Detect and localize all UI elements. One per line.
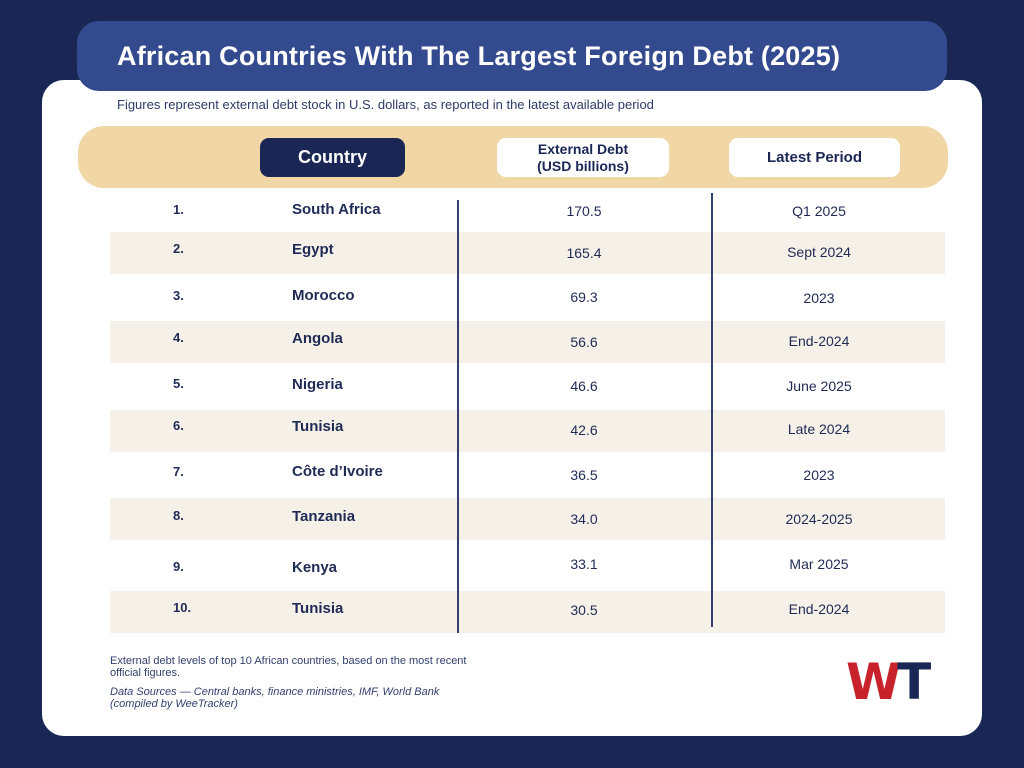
row-period-value: Late 2024 bbox=[787, 421, 851, 437]
row-debt-value: 46.6 bbox=[570, 378, 598, 394]
row-country: Tunisia bbox=[292, 600, 344, 617]
table-row: 4. Angola 56.6 End-2024 bbox=[110, 321, 945, 363]
row-rank: 5. bbox=[173, 376, 184, 391]
row-debt-value: 34.0 bbox=[570, 511, 598, 527]
row-period-value: End-2024 bbox=[788, 601, 850, 617]
row-rank: 1. bbox=[173, 202, 184, 217]
row-debt-value: 165.4 bbox=[566, 245, 602, 261]
row-rank: 4. bbox=[173, 330, 184, 345]
row-period-value: Q1 2025 bbox=[792, 203, 846, 219]
subtitle: Figures represent external debt stock in… bbox=[117, 97, 654, 112]
logo-letter-t: T bbox=[897, 653, 931, 711]
row-rank: 9. bbox=[173, 559, 184, 574]
row-debt-value: 36.5 bbox=[570, 467, 598, 483]
row-debt-value: 170.5 bbox=[566, 203, 602, 219]
row-country: Morocco bbox=[292, 287, 355, 304]
column-header-debt: External Debt (USD billions) bbox=[497, 138, 669, 177]
page-title: African Countries With The Largest Forei… bbox=[117, 40, 841, 71]
table-row: 2. Egypt 165.4 Sept 2024 bbox=[110, 232, 945, 274]
logo-letter-w: W bbox=[846, 653, 901, 711]
row-period-value: End-2024 bbox=[788, 333, 850, 349]
row-country: Angola bbox=[292, 330, 343, 347]
column-divider bbox=[457, 200, 459, 633]
row-debt-value: 42.6 bbox=[570, 422, 598, 438]
column-header-period: Latest Period bbox=[729, 138, 900, 177]
column-header-country: Country bbox=[260, 138, 405, 177]
footnote: External debt levels of top 10 African c… bbox=[110, 655, 467, 679]
column-header-debt-line1: External Debt bbox=[537, 140, 629, 157]
row-debt-value: 33.1 bbox=[570, 556, 598, 572]
table-row: 9. Kenya 33.1 Mar 2025 bbox=[110, 541, 945, 583]
row-period-value: Sept 2024 bbox=[787, 244, 851, 260]
row-period-value: June 2025 bbox=[786, 378, 852, 394]
row-debt-value: 30.5 bbox=[570, 602, 598, 618]
table-row: 5. Nigeria 46.6 June 2025 bbox=[110, 364, 945, 406]
row-period-value: 2023 bbox=[803, 290, 835, 306]
weetracker-logo: WT bbox=[846, 657, 946, 707]
data-sources: Data Sources — Central banks, finance mi… bbox=[110, 686, 440, 710]
row-rank: 6. bbox=[173, 418, 184, 433]
table-row: 3. Morocco 69.3 2023 bbox=[110, 275, 945, 317]
row-rank: 7. bbox=[173, 464, 184, 479]
row-rank: 3. bbox=[173, 288, 184, 303]
column-header-debt-line2: (USD billions) bbox=[537, 157, 629, 174]
row-rank: 8. bbox=[173, 508, 184, 523]
table-row: 1. South Africa 170.5 Q1 2025 bbox=[110, 190, 945, 232]
row-country: Nigeria bbox=[292, 376, 343, 393]
row-country: Côte d’Ivoire bbox=[292, 463, 383, 480]
table-row: 6. Tunisia 42.6 Late 2024 bbox=[110, 410, 945, 452]
title-bar: African Countries With The Largest Forei… bbox=[77, 21, 947, 91]
row-rank: 10. bbox=[173, 600, 192, 615]
row-period-value: 2024-2025 bbox=[785, 511, 853, 527]
row-debt-value: 56.6 bbox=[570, 334, 598, 350]
table-row: 7. Côte d’Ivoire 36.5 2023 bbox=[110, 453, 945, 495]
row-period-value: 2023 bbox=[803, 467, 835, 483]
table-row: 8. Tanzania 34.0 2024-2025 bbox=[110, 498, 945, 540]
row-country: Tanzania bbox=[292, 508, 356, 525]
row-country: Tunisia bbox=[292, 418, 344, 435]
row-rank: 2. bbox=[173, 241, 184, 256]
column-divider bbox=[711, 193, 713, 627]
row-debt-value: 69.3 bbox=[570, 289, 598, 305]
row-country: Egypt bbox=[292, 241, 334, 258]
row-country: Kenya bbox=[292, 559, 338, 576]
table-row: 10. Tunisia 30.5 End-2024 bbox=[110, 591, 945, 633]
row-country: South Africa bbox=[292, 201, 381, 218]
row-period-value: Mar 2025 bbox=[789, 556, 849, 572]
